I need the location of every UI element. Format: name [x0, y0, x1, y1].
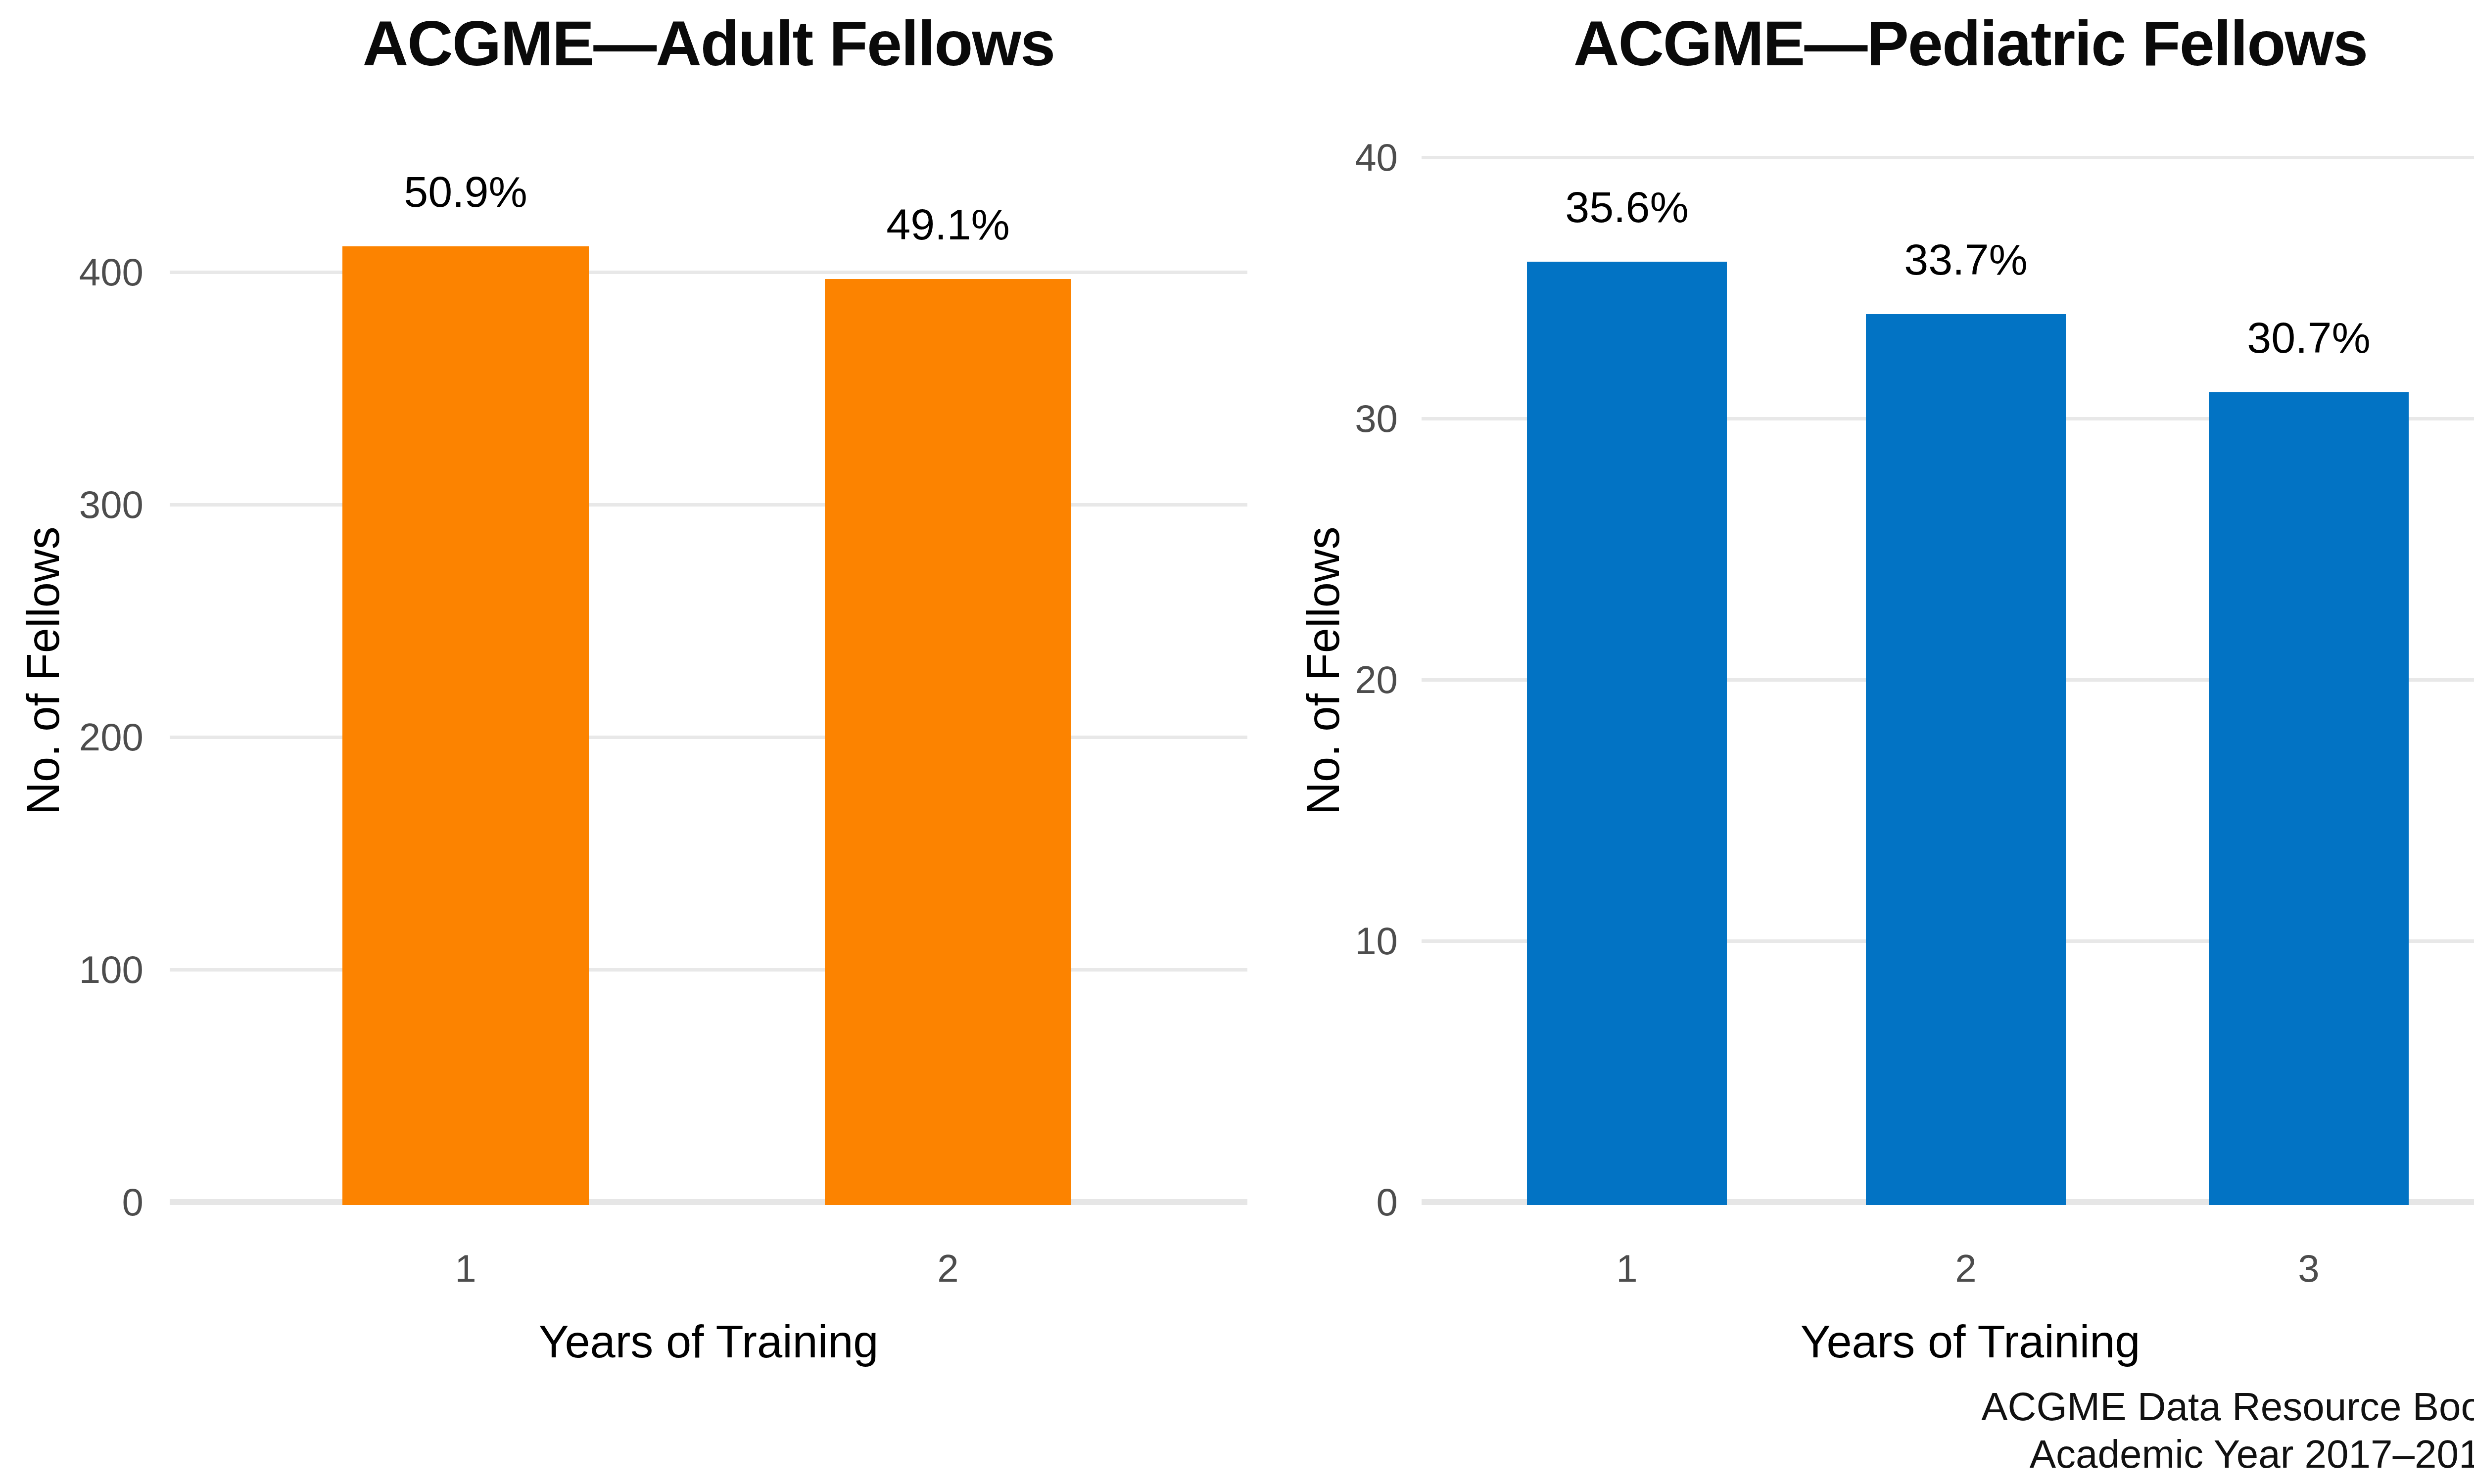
x-axis-title: Years of Training — [1800, 1316, 2140, 1368]
source-note: ACGME Data Resource Book Academic Year 2… — [1981, 1383, 2474, 1478]
bar — [825, 279, 1071, 1205]
bar-value-label: 50.9% — [312, 167, 619, 217]
source-line-1: ACGME Data Resource Book — [1981, 1383, 2474, 1431]
chart-title: ACGME—Pediatric Fellows — [1573, 7, 2367, 80]
bar-value-label: 30.7% — [2155, 313, 2462, 363]
source-line-2: Academic Year 2017–2018 — [1981, 1431, 2474, 1478]
y-tick-label: 40 — [1239, 135, 1398, 180]
bar-value-label: 35.6% — [1474, 183, 1780, 232]
x-axis-baseline — [170, 1199, 1247, 1205]
y-tick-label: 20 — [1239, 657, 1398, 702]
x-axis-title: Years of Training — [538, 1316, 878, 1368]
gridline — [1422, 156, 2474, 159]
bar — [1527, 262, 1727, 1205]
y-axis-title: No. of Fellows — [17, 527, 69, 815]
x-tick-label: 2 — [874, 1246, 1022, 1291]
y-tick-label: 100 — [0, 947, 143, 992]
bar — [1866, 314, 2066, 1205]
bar-value-label: 49.1% — [795, 200, 1101, 249]
chart-title: ACGME—Adult Fellows — [363, 7, 1054, 80]
y-tick-label: 10 — [1239, 918, 1398, 964]
bar — [342, 246, 589, 1205]
bar-value-label: 33.7% — [1812, 235, 2119, 284]
figure-canvas: ACGME—Adult Fellows No. of Fellows Years… — [0, 0, 2474, 1484]
gridline — [170, 736, 1247, 739]
y-tick-label: 0 — [0, 1179, 143, 1225]
gridline — [170, 968, 1247, 972]
y-tick-label: 0 — [1239, 1179, 1398, 1225]
x-tick-label: 1 — [391, 1246, 540, 1291]
x-tick-label: 3 — [2235, 1246, 2383, 1291]
y-tick-label: 300 — [0, 482, 143, 527]
y-tick-label: 30 — [1239, 396, 1398, 441]
y-tick-label: 200 — [0, 714, 143, 760]
bar — [2209, 392, 2409, 1205]
x-tick-label: 2 — [1892, 1246, 2040, 1291]
gridline — [170, 271, 1247, 274]
y-tick-label: 400 — [0, 249, 143, 295]
x-tick-label: 1 — [1553, 1246, 1701, 1291]
gridline — [170, 503, 1247, 507]
